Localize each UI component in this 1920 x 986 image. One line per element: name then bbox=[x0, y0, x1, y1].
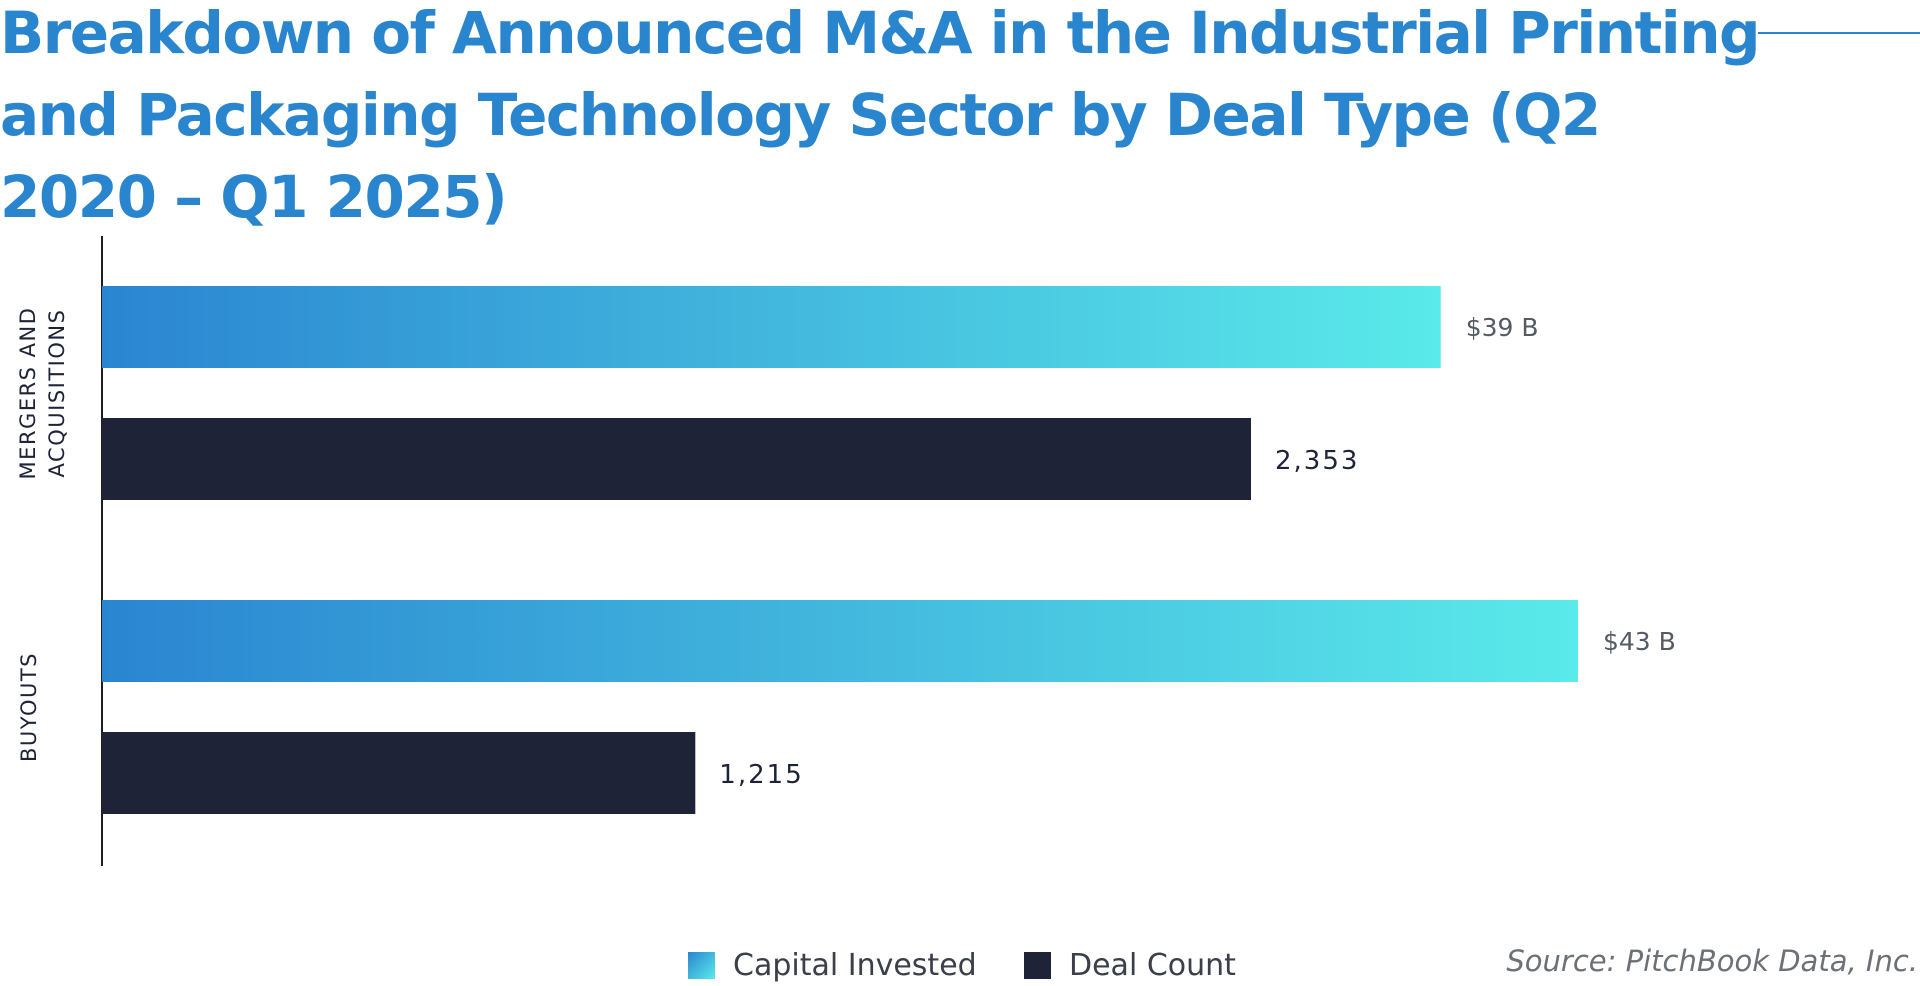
category-label-ma: MERGERS AND bbox=[16, 307, 40, 480]
bar-chart: $39 B 2,353 MERGERS AND ACQUISITIONS $43 B 1,… bbox=[16, 236, 1676, 866]
legend-deal-count: Deal Count bbox=[1024, 948, 1236, 983]
data-label-capital-buyouts: $43 B bbox=[1603, 627, 1676, 656]
bar-deal-count-buyouts bbox=[102, 732, 696, 814]
category-label-buyouts: BUYOUTS bbox=[17, 652, 41, 762]
category-label-ma: ACQUISITIONS bbox=[45, 309, 69, 478]
data-label-count-buyouts: 1,215 bbox=[719, 760, 803, 790]
deal-count-swatch bbox=[1024, 952, 1051, 979]
chart-title: Breakdown of Announced M&A in the Indust… bbox=[0, 0, 1761, 231]
bar-capital-invested-buyouts bbox=[102, 600, 1578, 682]
data-label-capital-ma: $39 B bbox=[1466, 313, 1539, 342]
title-rule bbox=[1758, 32, 1920, 34]
source-note: Source: PitchBook Data, Inc. bbox=[1506, 944, 1918, 978]
legend-label: Capital Invested bbox=[733, 948, 977, 983]
capital-invested-swatch bbox=[688, 952, 715, 979]
data-label-count-ma: 2,353 bbox=[1275, 446, 1359, 476]
bar-deal-count-ma bbox=[102, 418, 1251, 500]
bar-capital-invested-ma bbox=[102, 286, 1441, 368]
legend-label: Deal Count bbox=[1069, 948, 1236, 983]
legend-capital-invested: Capital Invested bbox=[688, 948, 977, 983]
